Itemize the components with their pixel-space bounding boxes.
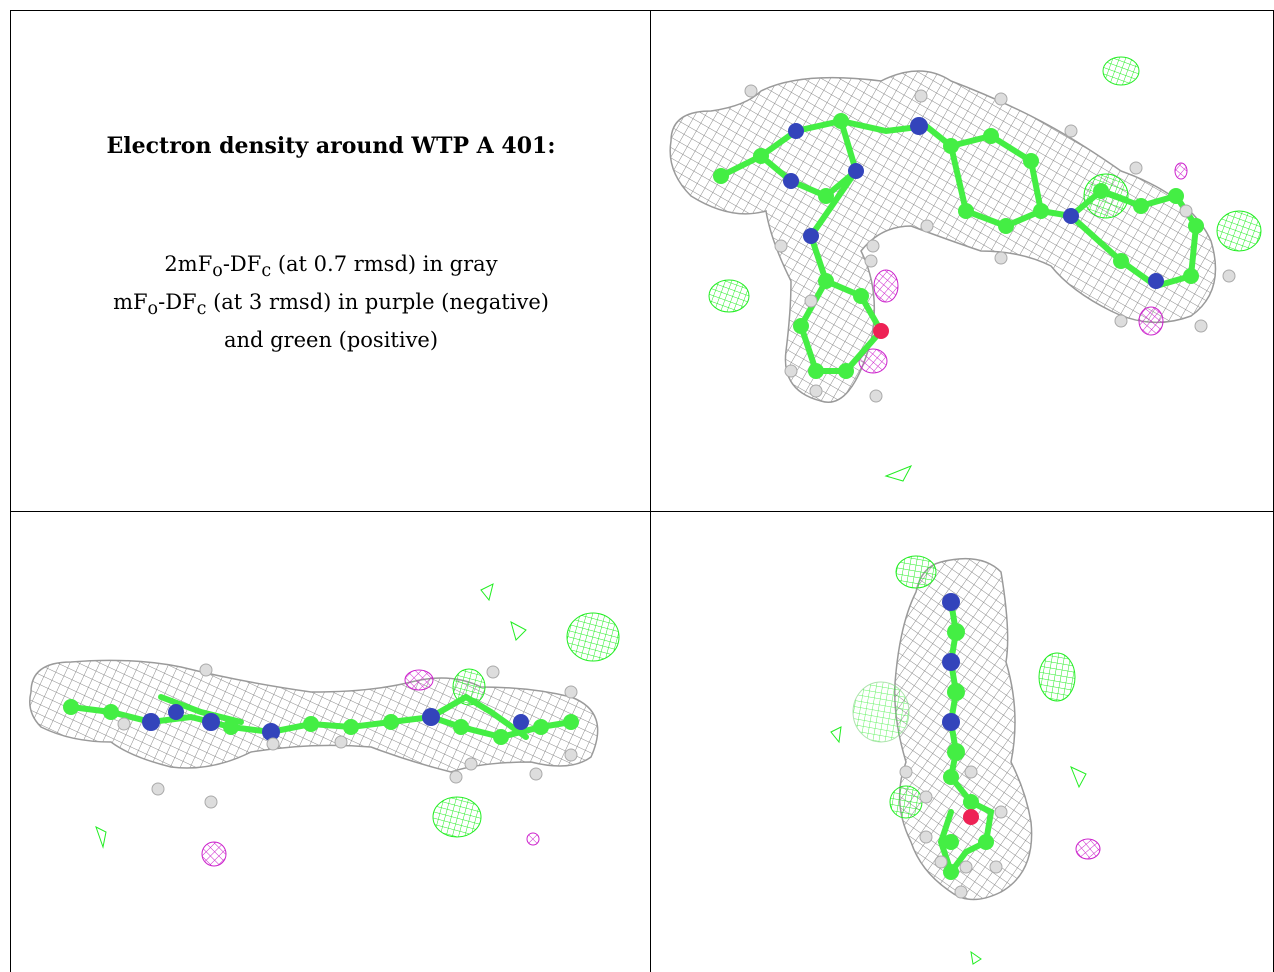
legend-text: 2mFo-DFc (at 0.7 rmsd) in gray mFo-DFc (…: [11, 249, 651, 356]
diff-positive-blob: [890, 786, 922, 818]
density-panel-end-view: [650, 511, 1274, 972]
diff-positive-blob: [1071, 767, 1086, 787]
diff-positive-blob: [96, 827, 106, 847]
diff-negative-blob: [1175, 163, 1187, 179]
diff-positive-blob: [433, 797, 481, 837]
diff-negative-blob: [405, 670, 433, 690]
diff-negative-blob: [527, 833, 539, 845]
density-panel-top-view: [650, 10, 1274, 511]
diff-positive-blob: [567, 613, 619, 661]
diff-positive-blob: [709, 280, 749, 312]
figure-title: Electron density around WTP A 401:: [11, 133, 651, 159]
diff-positive-blob: [511, 622, 526, 640]
diff-positive-blob: [853, 682, 909, 742]
density-mesh-2fofc: [670, 71, 1215, 402]
legend-line-colors: and green (positive): [11, 325, 651, 356]
diff-positive-blob: [886, 466, 911, 481]
diff-negative-blob: [1139, 307, 1163, 335]
diff-negative-blob: [202, 842, 226, 866]
caption-cell: Electron density around WTP A 401: 2mFo-…: [10, 10, 650, 511]
diff-positive-blob: [971, 952, 981, 964]
diff-positive-blob: [481, 584, 493, 600]
density-render-end: [651, 512, 1273, 972]
diff-positive-blob: [1039, 653, 1075, 701]
diff-negative-blob: [1076, 839, 1100, 859]
diff-negative-blob: [874, 270, 898, 302]
diff-positive-blob: [831, 727, 841, 742]
density-render-top: [651, 11, 1273, 511]
legend-line-2fofc: 2mFo-DFc (at 0.7 rmsd) in gray: [11, 249, 651, 287]
diff-positive-blob: [1103, 57, 1139, 85]
density-render-side: [11, 512, 649, 972]
diff-positive-blob: [1217, 211, 1261, 251]
diff-positive-blob: [896, 556, 936, 588]
density-mesh-2fofc: [895, 559, 1032, 900]
density-panel-side-view: [10, 511, 650, 972]
legend-line-fofc: mFo-DFc (at 3 rmsd) in purple (negative): [11, 287, 651, 325]
figure-grid: Electron density around WTP A 401: 2mFo-…: [10, 10, 1274, 972]
